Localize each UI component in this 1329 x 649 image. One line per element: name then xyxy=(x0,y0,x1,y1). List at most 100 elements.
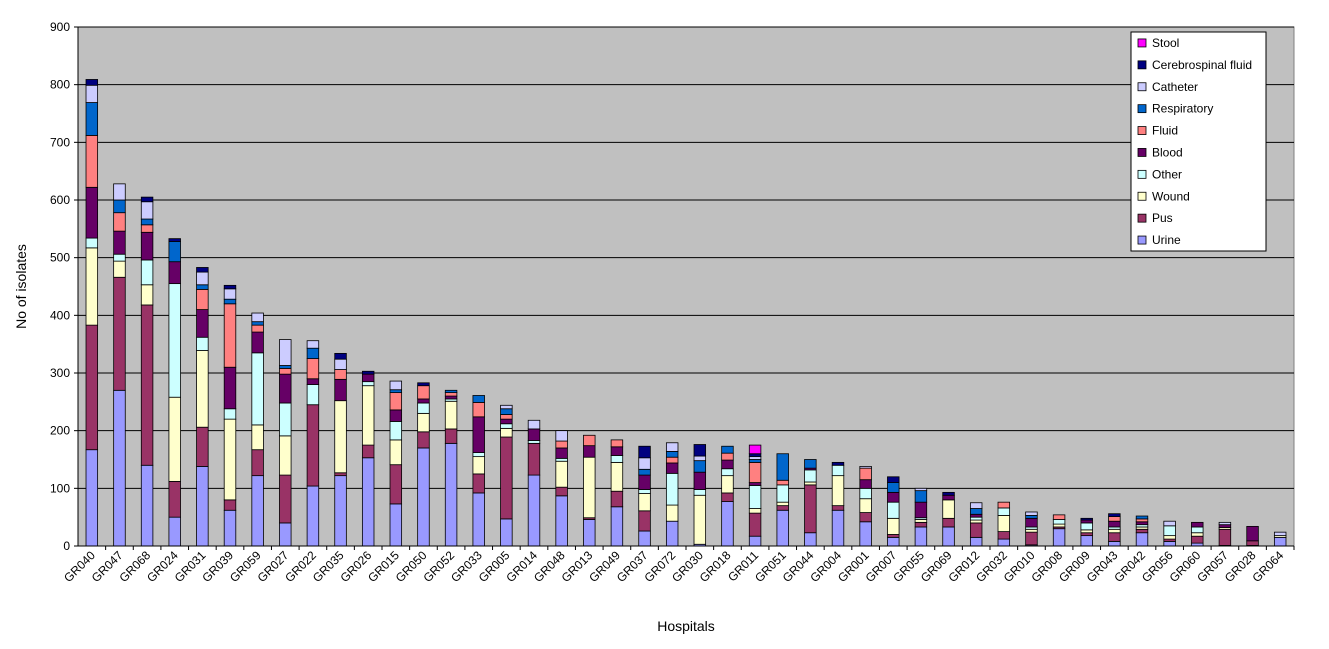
bar-segment-urine xyxy=(527,474,541,547)
bar-segment-urine xyxy=(417,447,430,547)
bar-segment-wound xyxy=(1080,529,1093,534)
legend-swatch xyxy=(1137,82,1147,92)
bar-stack-gr004 xyxy=(831,461,845,547)
bar-segment-blood xyxy=(721,459,734,470)
bar-segment-blood xyxy=(472,416,485,453)
bar-segment-other xyxy=(1080,522,1093,531)
bar-segment-wound xyxy=(776,501,789,507)
bar-segment-pus xyxy=(361,444,375,459)
bar-segment-cerebrospinal-fluid xyxy=(223,284,237,290)
bar-segment-urine xyxy=(168,516,181,547)
bar-segment-urine xyxy=(1273,536,1287,547)
bar-segment-wound xyxy=(1108,528,1121,534)
bar-segment-pus xyxy=(748,512,762,537)
bar-segment-pus xyxy=(776,505,789,511)
bar-segment-respiratory xyxy=(140,218,154,226)
legend: Stool Cerebrospinal fluid Catheter Respirat… xyxy=(1130,31,1267,252)
bar-segment-wound xyxy=(85,247,99,326)
bar-segment-pus xyxy=(804,484,817,534)
bar-segment-pus xyxy=(1108,532,1121,542)
bar-stack-gr011 xyxy=(748,444,762,547)
bar-segment-blood xyxy=(389,409,403,422)
bar-segment-wound xyxy=(223,418,237,501)
y-tick-label: 900 xyxy=(50,20,70,34)
bar-segment-pus xyxy=(1025,531,1038,546)
bar-segment-blood xyxy=(859,479,872,489)
bar-segment-wound xyxy=(444,400,458,430)
bar-segment-blood xyxy=(196,309,209,338)
bar-segment-blood xyxy=(417,398,430,404)
bar-segment-fluid xyxy=(555,440,568,449)
bar-segment-urine xyxy=(1135,532,1149,547)
bar-segment-respiratory xyxy=(665,451,679,458)
bar-segment-blood xyxy=(748,482,762,486)
bar-segment-wound xyxy=(472,456,485,475)
bar-segment-fluid xyxy=(665,456,679,464)
bar-segment-respiratory xyxy=(914,490,928,503)
bar-segment-urine xyxy=(279,522,292,547)
bar-segment-blood xyxy=(555,447,568,459)
bar-segment-fluid xyxy=(1108,516,1121,522)
bar-segment-respiratory xyxy=(113,199,126,214)
bar-segment-urine xyxy=(389,503,403,547)
legend-swatch xyxy=(1137,148,1147,157)
bar-segment-catheter xyxy=(85,84,99,103)
bar-segment-wound xyxy=(859,498,872,513)
bar-segment-other xyxy=(610,455,624,463)
legend-item: Other xyxy=(1137,167,1182,181)
bar-segment-fluid xyxy=(306,358,320,380)
y-tick-label: 700 xyxy=(50,135,70,149)
bar-segment-urine xyxy=(721,501,734,547)
legend-item: Cerebrospinal fluid xyxy=(1137,58,1252,72)
bar-segment-other xyxy=(721,468,734,477)
bar-stack-gr009 xyxy=(1080,517,1093,547)
bar-stack-gr044 xyxy=(804,459,817,547)
bar-segment-blood xyxy=(1246,525,1259,542)
legend-label: Cerebrospinal fluid xyxy=(1152,58,1252,72)
bar-segment-pus xyxy=(1135,528,1149,534)
bar-segment-catheter xyxy=(279,339,292,366)
bar-segment-blood xyxy=(1218,524,1232,528)
bar-segment-catheter xyxy=(306,340,320,349)
y-tick-label: 400 xyxy=(50,308,70,322)
bar-segment-fluid xyxy=(1052,514,1066,520)
bar-segment-fluid xyxy=(472,402,485,418)
bar-segment-urine xyxy=(969,536,983,547)
bar-segment-urine xyxy=(1080,535,1093,547)
bar-segment-pus xyxy=(1080,532,1093,537)
legend-label: Pus xyxy=(1152,211,1173,225)
bar-stack-gr024 xyxy=(168,238,181,547)
bar-segment-cerebrospinal-fluid xyxy=(168,238,181,242)
legend-item: Blood xyxy=(1137,145,1183,159)
bar-segment-other xyxy=(85,237,99,249)
legend-label: Fluid xyxy=(1152,124,1178,138)
bar-segment-respiratory xyxy=(748,459,762,463)
bar-segment-blood xyxy=(583,445,596,458)
bar-segment-fluid xyxy=(444,392,458,397)
bar-segment-catheter xyxy=(223,288,237,300)
bar-segment-pus xyxy=(831,505,845,511)
bar-segment-other xyxy=(113,253,126,262)
legend-label: Catheter xyxy=(1152,80,1198,94)
bar-segment-fluid xyxy=(389,392,403,411)
bar-segment-catheter xyxy=(334,358,347,370)
bar-segment-cerebrospinal-fluid xyxy=(140,196,154,203)
bar-segment-pus xyxy=(444,428,458,444)
bar-stack-gr031 xyxy=(196,267,209,547)
bar-segment-wound xyxy=(500,427,513,438)
bar-stack-gr027 xyxy=(279,339,292,547)
bar-stack-gr010 xyxy=(1025,511,1038,547)
bar-stack-gr042 xyxy=(1135,515,1149,547)
bar-segment-blood xyxy=(279,373,292,404)
bar-segment-other xyxy=(748,485,762,509)
bar-segment-other xyxy=(776,484,789,503)
bar-segment-fluid xyxy=(997,501,1011,509)
bar-segment-other xyxy=(140,259,154,286)
bar-segment-urine xyxy=(1163,540,1176,547)
bar-stack-gr018 xyxy=(721,445,734,547)
bar-segment-blood xyxy=(969,513,983,518)
bar-segment-pus xyxy=(997,531,1011,540)
legend-item: Urine xyxy=(1137,233,1181,247)
bar-segment-wound xyxy=(168,396,181,482)
bar-segment-cerebrospinal-fluid xyxy=(85,79,99,86)
